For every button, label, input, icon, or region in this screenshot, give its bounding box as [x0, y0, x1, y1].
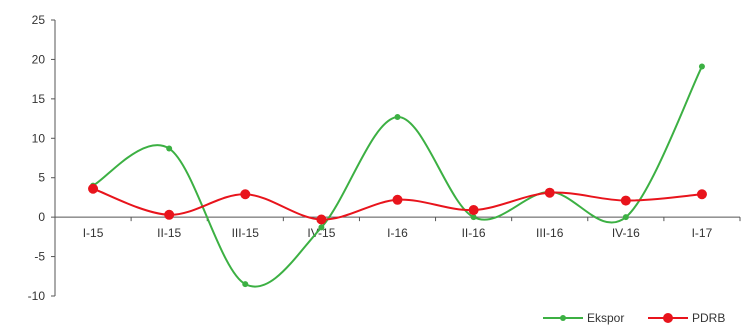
data-point-pdrb [240, 189, 251, 200]
x-tick-label: II-16 [462, 226, 486, 240]
data-point-ekspor [622, 214, 629, 221]
data-point-pdrb [392, 194, 403, 205]
data-point-ekspor [166, 145, 173, 152]
x-tick-label: I-17 [692, 226, 713, 240]
y-tick-label: 15 [32, 92, 46, 106]
y-tick-label: 10 [32, 131, 46, 145]
data-point-ekspor [318, 224, 325, 231]
data-point-pdrb [696, 189, 707, 200]
y-tick-label: 5 [38, 171, 45, 185]
data-point-pdrb [316, 214, 327, 225]
legend-label-ekspor: Ekspor [587, 311, 624, 325]
data-point-pdrb [88, 183, 99, 194]
y-tick-label: -5 [34, 250, 45, 264]
legend: Ekspor PDRB [543, 311, 725, 325]
y-tick-label: -10 [28, 289, 46, 303]
data-point-ekspor [242, 281, 249, 288]
data-point-pdrb [620, 195, 631, 206]
x-tick-label: I-16 [387, 226, 408, 240]
series-line-pdrb [92, 187, 703, 221]
legend-label-pdrb: PDRB [692, 311, 725, 325]
y-tick-label: 20 [32, 52, 46, 66]
data-point-ekspor [470, 214, 477, 221]
legend-marker-ekspor [560, 315, 566, 321]
x-axis: I-15 II-15 III-15 IV-15 I-16 II-16 III-16 IV-16… [54, 216, 741, 240]
x-tick-label: III-15 [232, 226, 260, 240]
y-tick-label: 0 [38, 210, 45, 224]
data-point-pdrb [468, 205, 479, 216]
data-point-pdrb [164, 209, 175, 220]
data-point-ekspor [394, 113, 401, 120]
y-axis: 25 20 15 10 5 0 -5 -10 [28, 13, 56, 303]
legend-marker-pdrb [663, 313, 673, 323]
x-tick-label: IV-16 [612, 226, 640, 240]
x-tick-label: II-15 [157, 226, 181, 240]
data-point-ekspor [698, 63, 705, 70]
series-lines [88, 63, 707, 288]
data-point-pdrb [544, 187, 555, 198]
y-tick-label: 25 [32, 13, 46, 27]
x-tick-label: I-15 [83, 226, 104, 240]
x-tick-label: III-16 [536, 226, 564, 240]
series-line-ekspor [92, 66, 703, 288]
